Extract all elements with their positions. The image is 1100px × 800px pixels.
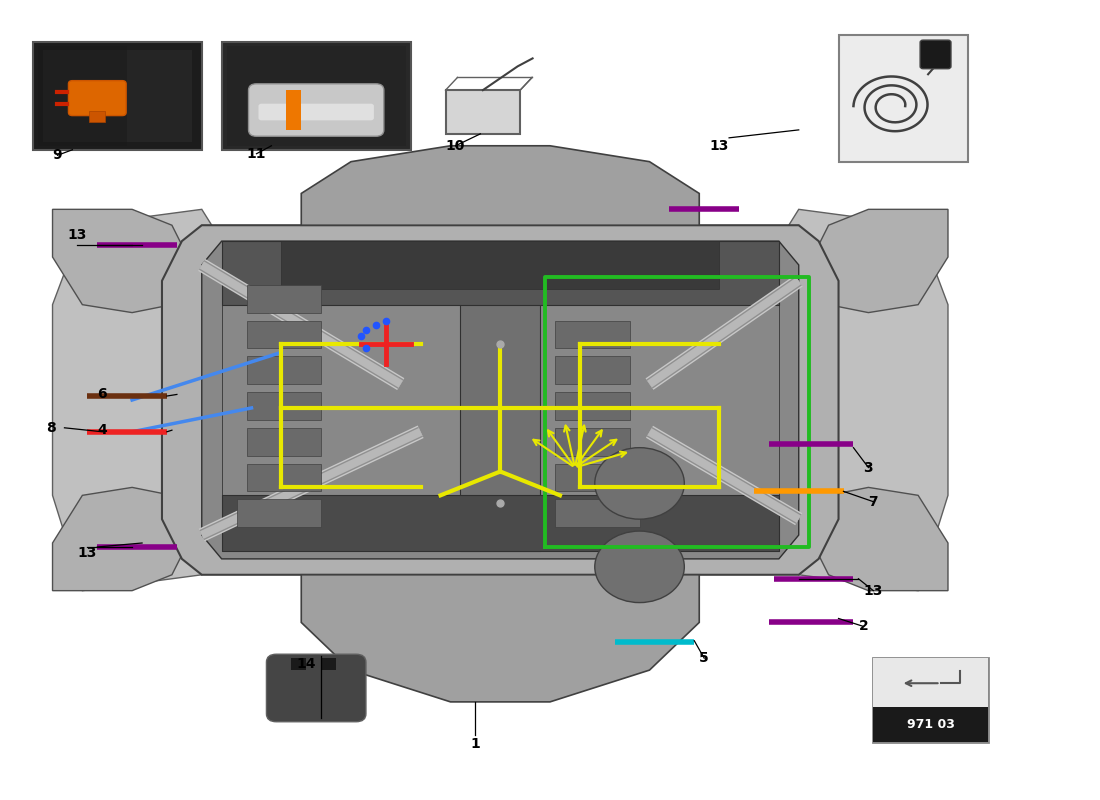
Bar bbox=[556, 463, 629, 491]
FancyBboxPatch shape bbox=[68, 81, 126, 115]
Bar bbox=[292, 658, 306, 670]
Text: 5: 5 bbox=[700, 651, 710, 665]
Bar bbox=[37, 46, 128, 146]
Polygon shape bbox=[162, 226, 838, 574]
Bar bbox=[838, 34, 968, 162]
Bar bbox=[556, 428, 629, 456]
Text: epc: epc bbox=[229, 389, 532, 538]
FancyBboxPatch shape bbox=[249, 84, 384, 136]
Polygon shape bbox=[53, 210, 191, 313]
Bar bbox=[222, 42, 410, 150]
Bar bbox=[321, 658, 337, 670]
Bar bbox=[282, 241, 719, 289]
Bar bbox=[556, 321, 629, 348]
Bar bbox=[556, 392, 629, 420]
Polygon shape bbox=[201, 241, 799, 559]
Bar bbox=[446, 90, 520, 134]
Text: 11: 11 bbox=[246, 146, 266, 161]
Bar bbox=[272, 658, 361, 718]
Bar bbox=[461, 249, 540, 551]
Bar bbox=[89, 111, 106, 122]
Bar bbox=[246, 285, 321, 313]
Text: 13: 13 bbox=[710, 138, 729, 153]
Bar bbox=[540, 249, 779, 551]
FancyBboxPatch shape bbox=[920, 40, 951, 69]
Bar bbox=[873, 706, 988, 742]
FancyBboxPatch shape bbox=[266, 654, 366, 722]
Bar bbox=[556, 499, 639, 527]
Text: 13: 13 bbox=[78, 546, 97, 559]
Bar bbox=[236, 499, 321, 527]
Bar bbox=[222, 495, 779, 551]
Bar bbox=[227, 46, 406, 146]
Bar bbox=[246, 428, 321, 456]
Text: 971 03: 971 03 bbox=[906, 718, 955, 731]
Bar bbox=[246, 392, 321, 420]
Polygon shape bbox=[53, 487, 191, 590]
Text: 7: 7 bbox=[869, 494, 878, 509]
Text: 10: 10 bbox=[446, 138, 465, 153]
Bar bbox=[246, 356, 321, 384]
Text: 3: 3 bbox=[864, 461, 873, 474]
Bar bbox=[43, 50, 191, 142]
Polygon shape bbox=[301, 574, 700, 702]
Bar bbox=[873, 658, 988, 706]
Circle shape bbox=[595, 448, 684, 519]
Text: 8: 8 bbox=[46, 421, 55, 435]
Bar bbox=[222, 241, 779, 305]
Bar bbox=[222, 249, 461, 551]
Text: 4: 4 bbox=[98, 423, 107, 437]
Circle shape bbox=[595, 531, 684, 602]
Polygon shape bbox=[53, 210, 222, 590]
Polygon shape bbox=[808, 210, 948, 313]
Polygon shape bbox=[301, 146, 700, 226]
Bar bbox=[873, 658, 988, 742]
Text: 9: 9 bbox=[53, 148, 63, 162]
Polygon shape bbox=[779, 210, 948, 590]
Polygon shape bbox=[808, 487, 948, 590]
Text: 2: 2 bbox=[858, 619, 868, 634]
Bar bbox=[286, 90, 301, 130]
Text: 6: 6 bbox=[98, 387, 107, 402]
Text: 14: 14 bbox=[297, 657, 316, 670]
Bar bbox=[33, 42, 201, 150]
Text: 13: 13 bbox=[68, 228, 87, 242]
FancyBboxPatch shape bbox=[258, 104, 374, 120]
Text: 13: 13 bbox=[864, 584, 883, 598]
Bar bbox=[246, 321, 321, 348]
Bar bbox=[556, 356, 629, 384]
Text: a part of...: a part of... bbox=[385, 562, 516, 586]
Text: 1: 1 bbox=[471, 737, 481, 751]
Bar bbox=[246, 463, 321, 491]
